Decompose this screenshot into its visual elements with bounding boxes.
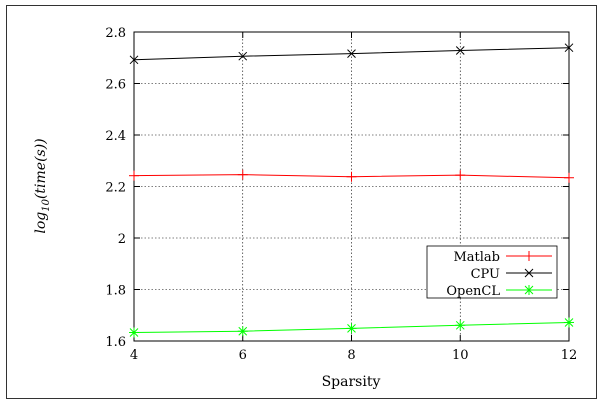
data-point-opencl	[455, 320, 466, 331]
data-point-opencl	[346, 323, 357, 334]
data-point-opencl-stroke	[455, 320, 465, 330]
legend-marker-opencl	[524, 285, 534, 295]
y-tick-label: 1.6	[105, 335, 126, 350]
y-axis-label: log10(time(s))	[33, 138, 52, 233]
x-tick-label: 8	[347, 348, 355, 363]
data-point-opencl-stroke	[347, 324, 356, 333]
legend-marker-opencl-stroke	[524, 285, 534, 295]
legend-marker-matlab	[524, 251, 534, 261]
data-point-cpu-stroke	[347, 49, 356, 58]
series-group	[129, 43, 574, 338]
data-point-cpu	[347, 49, 356, 58]
legend-label-opencl: OpenCL	[446, 284, 500, 299]
figure-border	[6, 5, 597, 399]
data-point-cpu-stroke	[455, 46, 465, 55]
y-axis-label-subscript: 10	[41, 198, 52, 211]
x-tick-label: 12	[561, 348, 578, 363]
y-tick-label: 2.6	[105, 78, 126, 93]
grid	[134, 32, 569, 341]
data-point-cpu-stroke	[238, 51, 248, 61]
y-axis-label-log: log	[33, 212, 49, 234]
data-point-matlab	[455, 170, 466, 181]
data-point-cpu	[564, 43, 574, 53]
data-point-cpu-stroke	[564, 43, 574, 53]
data-point-matlab	[564, 172, 574, 183]
data-point-matlab	[129, 170, 139, 181]
data-point-opencl	[237, 326, 248, 337]
data-point-cpu-stroke	[129, 55, 139, 65]
legend-label-matlab: Matlab	[453, 250, 500, 265]
legend: Matlab CPU OpenCL	[426, 245, 558, 299]
axis-ticks: 4 6 8 10 12 1.6 1.8 2 2.2 2.4 2.6 2.8	[105, 26, 577, 363]
legend-marker-cpu	[524, 268, 534, 278]
legend-marker-cpu-stroke	[524, 268, 534, 278]
x-tick-label: 4	[130, 348, 138, 363]
data-point-opencl-stroke	[129, 328, 139, 337]
data-point-cpu	[238, 51, 248, 61]
y-tick-label: 2.2	[105, 181, 126, 196]
y-tick-label: 1.8	[105, 284, 126, 299]
data-point-matlab	[346, 171, 357, 182]
y-tick-label: 2.8	[105, 26, 126, 41]
data-point-opencl	[564, 317, 574, 328]
data-point-opencl-stroke	[238, 326, 248, 336]
x-axis-label: Sparsity	[322, 374, 381, 390]
y-tick-label: 2	[118, 232, 126, 247]
y-axis-label-rest: (time(s))	[33, 138, 49, 199]
legend-label-cpu: CPU	[471, 267, 500, 282]
data-point-matlab	[237, 169, 248, 180]
data-point-cpu	[129, 55, 139, 65]
legend-box	[426, 245, 558, 299]
y-tick-label: 2.4	[105, 129, 126, 144]
x-tick-label: 6	[239, 348, 247, 363]
data-point-opencl	[129, 327, 139, 338]
x-tick-label: 10	[452, 348, 469, 363]
data-point-opencl-stroke	[564, 318, 574, 327]
data-point-cpu	[455, 46, 465, 55]
